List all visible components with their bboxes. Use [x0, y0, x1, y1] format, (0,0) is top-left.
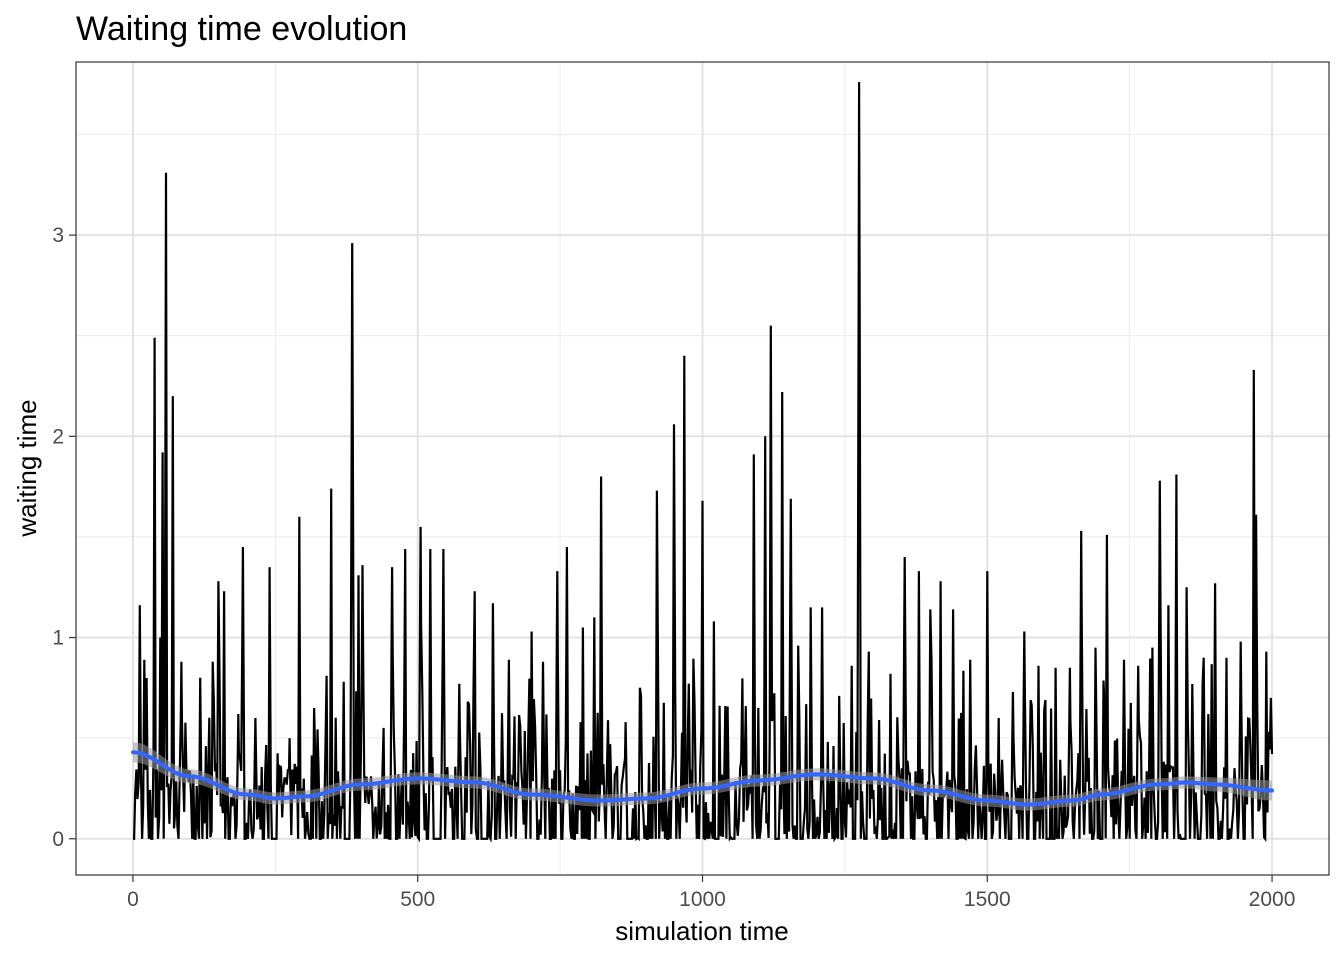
chart-title: Waiting time evolution: [76, 10, 407, 48]
x-tick-label: 0: [127, 888, 139, 911]
y-tick-label: 0: [52, 828, 64, 851]
y-tick-label: 3: [52, 224, 64, 247]
x-tick-label: 2000: [1249, 888, 1296, 911]
waiting-time-line: [133, 82, 1274, 843]
y-tick-label: 1: [52, 627, 64, 650]
x-axis-title: simulation time: [615, 916, 788, 946]
smooth-trend: [131, 742, 1274, 811]
y-tick-label: 2: [52, 425, 64, 448]
waiting-time-series: [133, 82, 1274, 843]
x-axis: 0 500 1000 1500 2000: [127, 875, 1295, 911]
x-tick-label: 500: [400, 888, 435, 911]
y-axis-title: waiting time: [12, 399, 42, 537]
y-axis: 0 1 2 3: [52, 224, 76, 851]
x-tick-label: 1500: [964, 888, 1011, 911]
x-tick-label: 1000: [679, 888, 726, 911]
smooth-line: [131, 750, 1274, 807]
